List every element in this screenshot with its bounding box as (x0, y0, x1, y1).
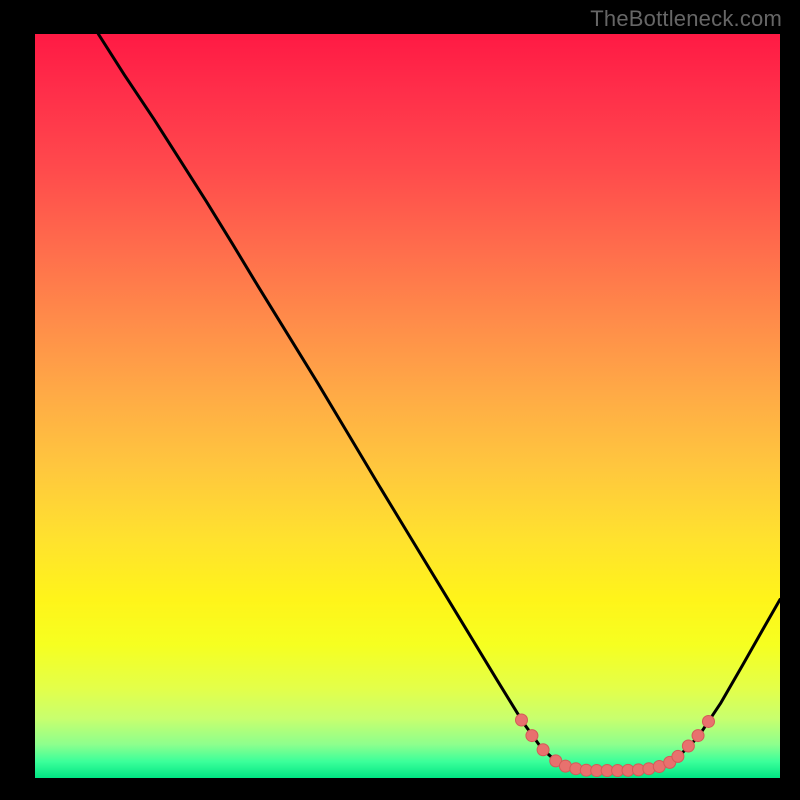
plot-overlay (35, 34, 780, 778)
marker-point (537, 744, 549, 756)
marker-point (515, 714, 527, 726)
image-root: TheBottleneck.com (0, 0, 800, 800)
marker-point (672, 750, 684, 762)
plot-area (35, 34, 780, 778)
marker-point (682, 740, 694, 752)
marker-point (702, 715, 714, 727)
bottleneck-curve (98, 34, 780, 771)
optimal-range-markers (515, 714, 714, 777)
marker-point (643, 763, 655, 775)
marker-point (692, 730, 704, 742)
watermark-text: TheBottleneck.com (590, 6, 782, 32)
marker-point (526, 730, 538, 742)
